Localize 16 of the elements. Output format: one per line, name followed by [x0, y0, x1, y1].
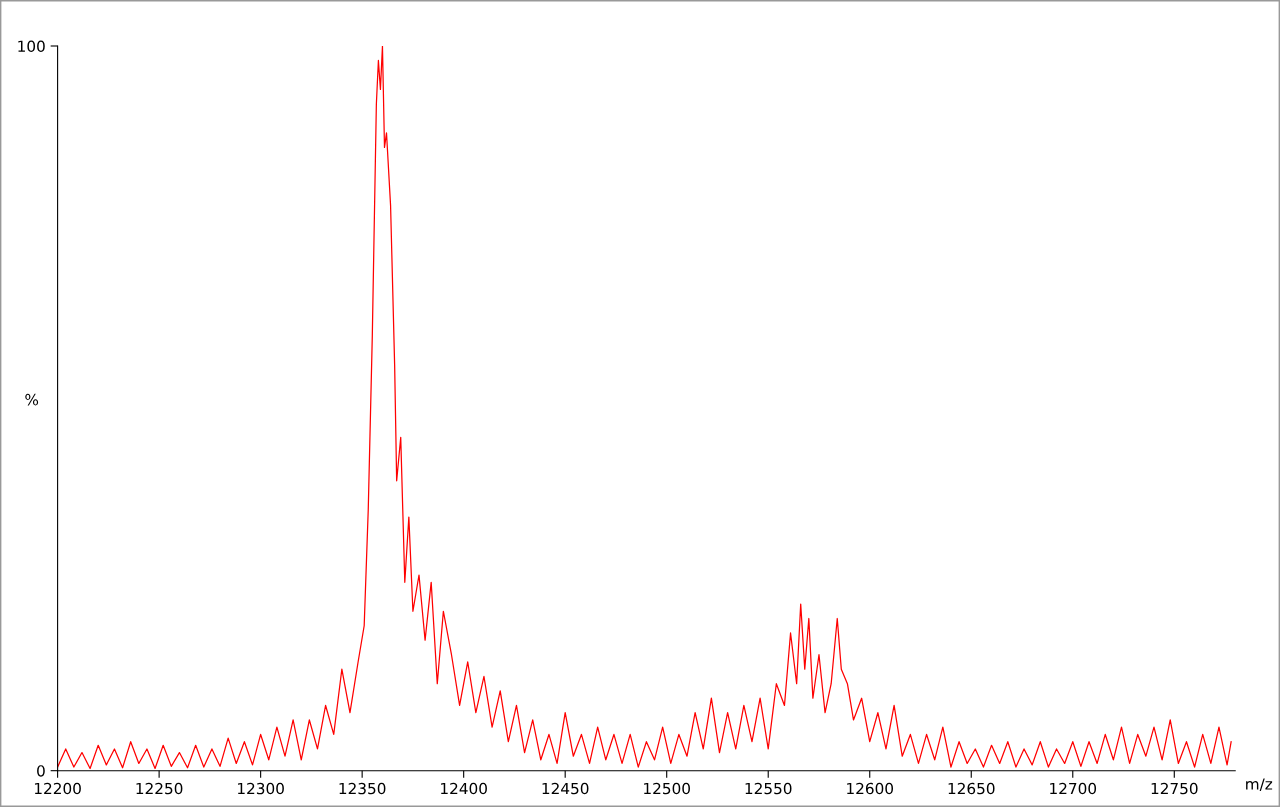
x-tick-label: 12750 — [1151, 782, 1198, 795]
x-axis-title: m/z — [1246, 778, 1273, 791]
x-tick-label: 12300 — [238, 782, 284, 795]
x-tick-label: 12450 — [542, 782, 589, 795]
x-tick-label: 12600 — [847, 782, 894, 795]
y-tick-label: 0 — [37, 765, 45, 777]
x-tick-label: 12700 — [1050, 782, 1097, 795]
y-tick-label: 100 — [18, 40, 45, 53]
x-tick-label: 12200 — [34, 782, 81, 795]
x-tick-label: 12250 — [136, 782, 183, 795]
x-tick-label: 12500 — [644, 782, 690, 795]
y-axis-title: % — [25, 393, 39, 406]
x-tick-label: 12400 — [441, 782, 487, 795]
x-tick-label: 12550 — [745, 782, 792, 795]
x-tick-label: 12650 — [948, 782, 995, 795]
x-tick-label: 12350 — [339, 782, 386, 795]
